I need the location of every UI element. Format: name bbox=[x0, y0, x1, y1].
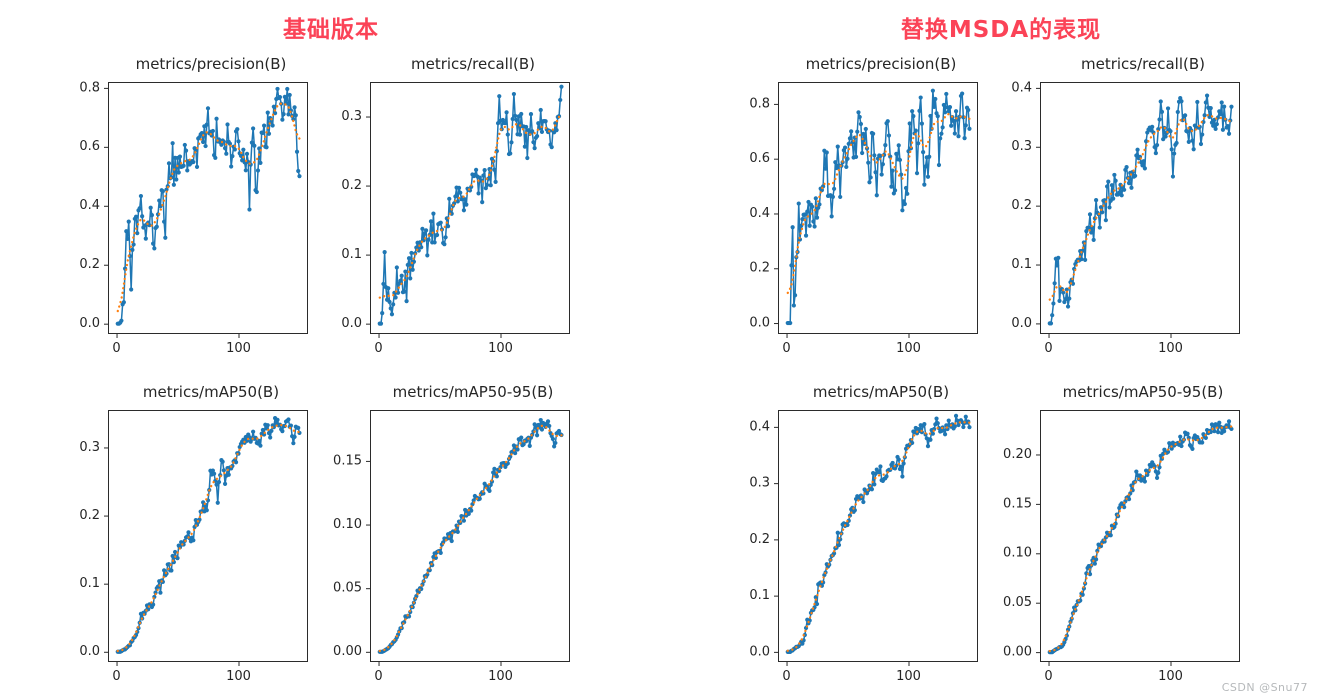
subplot-base-map50: metrics/mAP50(B) bbox=[56, 380, 314, 696]
subplot-msda-map50: metrics/mAP50(B) bbox=[726, 380, 984, 696]
subplot-base-map50-95: metrics/mAP50-95(B) bbox=[318, 380, 576, 696]
subplot-msda-recall: metrics/recall(B) bbox=[988, 52, 1246, 368]
chart-canvas-msda-precision bbox=[726, 76, 984, 368]
figure-group-msda: 替换MSDA的表现 metrics/precision(B) metrics/r… bbox=[726, 8, 1246, 696]
subplot-msda-map50-95: metrics/mAP50-95(B) bbox=[988, 380, 1246, 696]
watermark: CSDN @Snu77 bbox=[1221, 681, 1308, 694]
subplot-grid-base: metrics/precision(B) metrics/recall(B) m… bbox=[56, 52, 576, 696]
group-title-base: 基础版本 bbox=[283, 17, 379, 43]
subplot-title-msda-map50-95: metrics/mAP50-95(B) bbox=[1062, 383, 1224, 401]
subplot-title-msda-precision: metrics/precision(B) bbox=[805, 55, 957, 73]
chart-canvas-base-recall bbox=[318, 76, 576, 368]
chart-canvas-base-map50-95 bbox=[318, 404, 576, 696]
subplot-title-msda-recall: metrics/recall(B) bbox=[1080, 55, 1205, 73]
chart-canvas-msda-recall bbox=[988, 76, 1246, 368]
subplot-title-msda-map50: metrics/mAP50(B) bbox=[812, 383, 950, 401]
subplot-title-base-map50: metrics/mAP50(B) bbox=[142, 383, 280, 401]
chart-canvas-msda-map50-95 bbox=[988, 404, 1246, 696]
subplot-title-base-recall: metrics/recall(B) bbox=[410, 55, 535, 73]
chart-canvas-base-map50 bbox=[56, 404, 314, 696]
subplot-base-precision: metrics/precision(B) bbox=[56, 52, 314, 368]
chart-canvas-msda-map50 bbox=[726, 404, 984, 696]
figure-group-base: 基础版本 metrics/precision(B) metrics/recall… bbox=[56, 8, 576, 696]
subplot-base-recall: metrics/recall(B) bbox=[318, 52, 576, 368]
chart-canvas-base-precision bbox=[56, 76, 314, 368]
group-title-msda: 替换MSDA的表现 bbox=[900, 17, 1102, 43]
subplot-grid-msda: metrics/precision(B) metrics/recall(B) m… bbox=[726, 52, 1246, 696]
subplot-title-base-precision: metrics/precision(B) bbox=[135, 55, 287, 73]
subplot-msda-precision: metrics/precision(B) bbox=[726, 52, 984, 368]
subplot-title-base-map50-95: metrics/mAP50-95(B) bbox=[392, 383, 554, 401]
